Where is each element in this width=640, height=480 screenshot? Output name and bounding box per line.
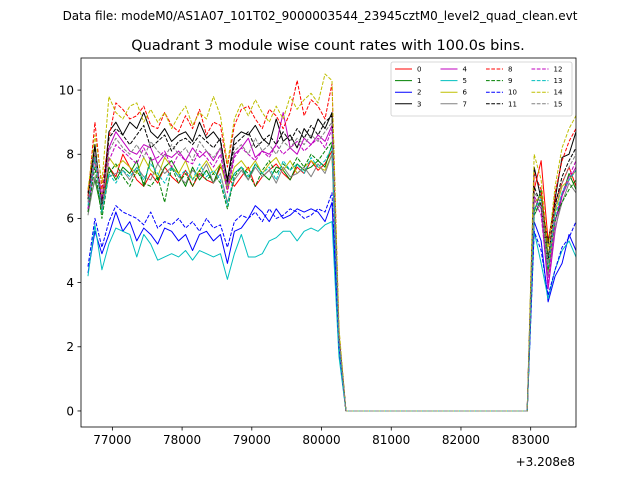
legend-label-13: 13 [554, 77, 563, 85]
legend-label-8: 8 [508, 66, 512, 74]
legend-label-7: 7 [463, 100, 467, 108]
legend-label-14: 14 [554, 89, 563, 97]
y-tick-label-0: 0 [66, 404, 74, 418]
legend-label-0: 0 [417, 66, 421, 74]
chart-title: Quadrant 3 module wise count rates with … [131, 38, 525, 54]
legend-label-5: 5 [463, 77, 467, 85]
legend-label-12: 12 [554, 66, 563, 74]
legend-label-10: 10 [508, 89, 517, 97]
legend-label-4: 4 [463, 66, 468, 74]
series-line-14 [87, 73, 576, 412]
series-line-6 [87, 153, 576, 412]
series-line-0 [87, 150, 576, 412]
plot-area [87, 73, 576, 412]
series-line-7 [87, 153, 576, 412]
legend-label-11: 11 [508, 100, 517, 108]
series-line-13 [87, 147, 576, 412]
y-tick-label-2: 2 [66, 340, 74, 354]
x-tick-label-80000: 80000 [302, 433, 340, 447]
x-tick-label-83000: 83000 [512, 433, 550, 447]
axes: 77000 78000 79000 80000 81000 82000 83000 0 2 4 6 8… [59, 57, 577, 447]
x-tick-label-82000: 82000 [442, 433, 480, 447]
series-line-4 [87, 112, 576, 412]
legend-label-6: 6 [463, 89, 468, 97]
y-tick-label-10: 10 [59, 83, 74, 97]
series-line-1 [87, 144, 576, 412]
legend-label-2: 2 [417, 89, 421, 97]
y-tick-label-6: 6 [66, 212, 74, 226]
x-tick-label-77000: 77000 [93, 433, 131, 447]
series-line-3 [87, 112, 576, 412]
x-tick-label-79000: 79000 [233, 433, 271, 447]
series-line-15 [87, 121, 576, 412]
series-line-10 [87, 192, 576, 412]
legend-label-3: 3 [417, 100, 421, 108]
x-tick-label-78000: 78000 [163, 433, 201, 447]
legend-label-9: 9 [508, 77, 512, 85]
y-tick-label-4: 4 [66, 276, 74, 290]
legend-label-15: 15 [554, 100, 563, 108]
legend-label-1: 1 [417, 77, 421, 85]
series-line-2 [87, 201, 576, 412]
x-tick-label-81000: 81000 [372, 433, 410, 447]
chart-suptitle: Data file: modeM0/AS1A07_101T02_90000035… [63, 9, 578, 23]
x-offset-label: +3.208e8 [516, 455, 575, 469]
axes-frame [80, 57, 577, 428]
legend-box [390, 61, 573, 117]
y-tick-label-8: 8 [66, 148, 74, 162]
